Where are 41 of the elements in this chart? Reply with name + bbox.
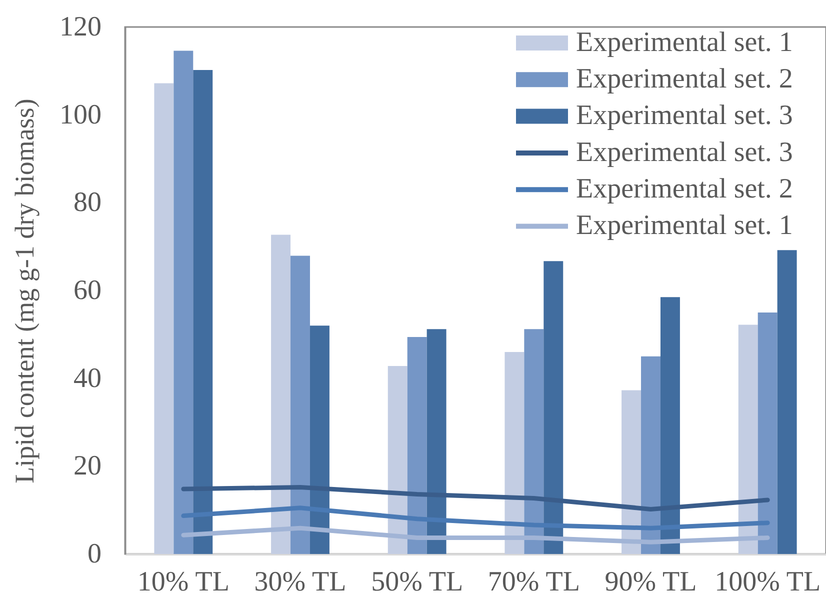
x-tick-label: 70% TL (488, 566, 580, 598)
y-tick-label: 60 (74, 275, 102, 306)
bar (174, 50, 194, 554)
bar (660, 297, 680, 554)
bar (193, 70, 213, 554)
bar (504, 352, 524, 554)
legend-label: Experimental set. 1 (576, 210, 793, 242)
bar (154, 83, 174, 554)
y-tick-label: 100 (60, 99, 102, 130)
bar (426, 329, 446, 554)
x-tick-label: 100% TL (714, 566, 821, 598)
y-tick-label: 0 (88, 538, 102, 570)
x-tick-label: 50% TL (371, 566, 464, 598)
line-series (181, 526, 770, 544)
bar (622, 390, 642, 554)
y-tick-label: 20 (74, 450, 102, 482)
legend-label: Experimental set. 3 (576, 100, 793, 132)
y-tick-label: 120 (60, 12, 102, 42)
legend-label: Experimental set. 2 (576, 174, 793, 205)
x-tick-label: 90% TL (604, 566, 697, 598)
legend-label: Experimental set. 2 (576, 64, 793, 95)
bar (777, 250, 797, 554)
y-tick-label: 40 (74, 362, 102, 394)
legend-label: Experimental set. 1 (576, 27, 793, 58)
y-axis-title: Lipid content (mg g-1 dry biomass) (10, 98, 40, 484)
x-tick-label: 30% TL (254, 566, 346, 598)
bar (407, 337, 427, 554)
bar (641, 356, 660, 554)
line-series (181, 506, 770, 530)
bar (524, 329, 544, 554)
bar (388, 366, 408, 554)
y-tick-label: 80 (74, 187, 102, 218)
bar (758, 312, 778, 554)
bar (310, 326, 330, 554)
bar (544, 261, 564, 554)
line-series (181, 484, 770, 512)
bar (271, 234, 291, 554)
legend-label: Experimental set. 3 (576, 137, 793, 168)
bar (290, 256, 310, 554)
bar (738, 324, 758, 554)
x-tick-label: 10% TL (137, 566, 230, 598)
